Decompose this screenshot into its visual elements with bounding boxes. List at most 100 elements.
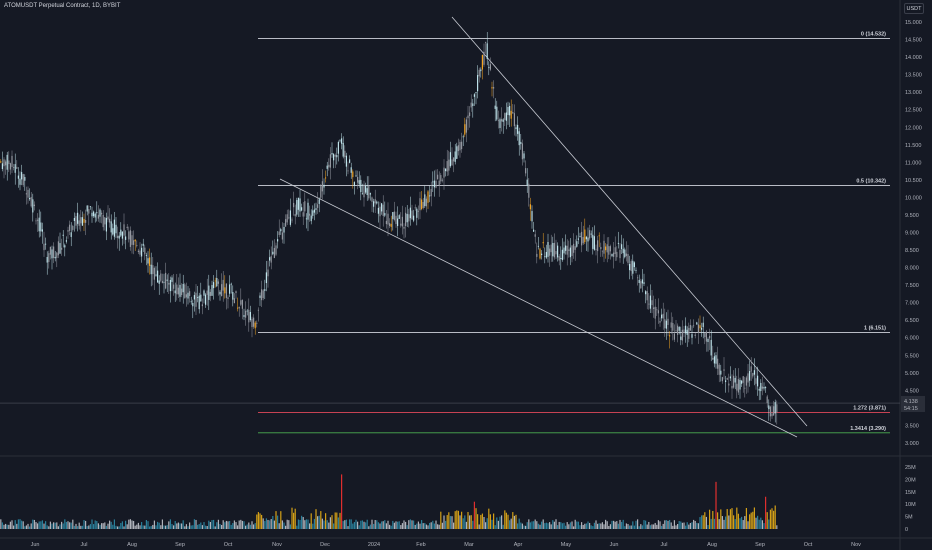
volume-bar	[509, 520, 511, 529]
volume-bar	[41, 520, 44, 529]
volume-bar	[313, 518, 316, 529]
candle-body	[112, 228, 114, 235]
volume-bar	[27, 523, 29, 529]
candle-body	[529, 204, 532, 210]
volume-bar	[598, 523, 600, 529]
candle-body	[349, 159, 351, 163]
candle-body	[190, 301, 192, 303]
volume-bar	[734, 519, 736, 529]
volume-bar	[446, 515, 448, 529]
volume-bar	[227, 521, 229, 529]
candle-body	[629, 263, 631, 271]
lower-trendline[interactable]	[279, 178, 798, 438]
volume-bar	[273, 520, 276, 529]
candle-body	[267, 269, 269, 277]
volume-bar	[3, 524, 5, 529]
candle-body	[259, 295, 261, 298]
candle-body	[209, 291, 212, 296]
volume-bar	[669, 519, 671, 529]
candle-body	[395, 215, 397, 224]
volume-bar	[0, 519, 2, 529]
upper-trendline[interactable]	[451, 16, 808, 427]
time-tick-label: Jun	[31, 542, 40, 548]
fib-level-label: 1.272 (3.871)	[853, 405, 886, 411]
candle-body	[473, 94, 476, 97]
candle-body	[645, 291, 647, 295]
candle-body	[704, 333, 706, 338]
candle-body	[385, 220, 388, 225]
candle-body	[451, 159, 453, 166]
candle-body	[329, 154, 332, 168]
candle-body	[731, 385, 733, 389]
volume-bar	[590, 525, 592, 529]
candle-body	[689, 324, 692, 331]
volume-bar	[201, 525, 204, 529]
time-axis[interactable]: Jun Jul Aug Sep Oct Nov Dec 2024 Feb Mar Apr May Jun…	[31, 542, 862, 548]
volume-bar	[270, 519, 272, 529]
candle-body	[688, 327, 690, 339]
price-tick-label: 12.000	[905, 125, 922, 131]
volume-bar	[179, 523, 181, 529]
volume-bar	[473, 501, 476, 529]
candle-body	[717, 358, 719, 369]
volume-bar	[392, 520, 394, 529]
volume-bar	[438, 524, 440, 529]
volume-bar	[133, 520, 135, 529]
currency-button[interactable]: USDT	[904, 3, 924, 14]
trendlines[interactable]	[279, 16, 808, 438]
candle-body	[312, 210, 314, 216]
volume-bar	[691, 522, 693, 529]
price-tick-label: 6.000	[905, 336, 919, 342]
price-tick-label: 12.500	[905, 108, 922, 114]
candle-body	[317, 204, 319, 208]
volume-bar	[161, 519, 164, 529]
candle-body	[182, 283, 184, 293]
volume-tick-label: 25M	[905, 465, 916, 471]
candle-body	[443, 167, 445, 178]
volume-bar	[561, 523, 564, 529]
candle-body	[603, 240, 605, 254]
volume-bar	[651, 524, 653, 529]
volume-bar	[272, 515, 274, 529]
volume-tick-label: 10M	[905, 502, 916, 508]
volume-bar	[307, 519, 309, 529]
candle-body	[109, 218, 111, 223]
candle-body	[331, 152, 333, 155]
candle-body	[616, 251, 618, 258]
volume-bar	[662, 523, 664, 529]
candle-body	[489, 64, 492, 70]
candle-body	[275, 245, 277, 255]
price-tick-label: 5.500	[905, 353, 919, 359]
volume-bar	[437, 524, 439, 529]
volume-bar	[673, 520, 676, 529]
price-tick-label: 10.000	[905, 195, 922, 201]
candle-body	[736, 383, 738, 391]
candle-body	[309, 213, 311, 216]
candle-body	[728, 383, 730, 386]
volume-bar	[573, 526, 575, 529]
volume-bar	[757, 515, 759, 529]
candle-body	[617, 242, 620, 244]
candle-body	[382, 204, 384, 216]
candle-body	[213, 282, 215, 289]
volume-bar	[97, 523, 100, 529]
volume-bar	[171, 523, 173, 529]
candle-body	[286, 214, 288, 223]
price-axis[interactable]: 15.000 14.500 14.000 13.500 13.000 12.500 12.0…	[905, 20, 922, 447]
candle-body	[718, 364, 720, 375]
candle-body	[454, 151, 456, 162]
candle-body	[521, 143, 524, 160]
volume-bar	[688, 524, 690, 529]
volume-bar	[680, 521, 682, 529]
volume-bar	[184, 526, 186, 529]
volume-bar	[696, 522, 698, 529]
candle-body	[697, 324, 700, 333]
volume-bar	[766, 512, 768, 529]
volume-bar	[261, 514, 263, 529]
volume-bar	[729, 509, 732, 529]
candle-body	[133, 240, 135, 245]
fibonacci-levels[interactable]: 0 (14.532) 0.5 (10.342) 1 (6.151) 1.272 (3.…	[0, 31, 900, 434]
time-tick-label: Oct	[804, 542, 813, 548]
candle-body	[358, 180, 360, 185]
